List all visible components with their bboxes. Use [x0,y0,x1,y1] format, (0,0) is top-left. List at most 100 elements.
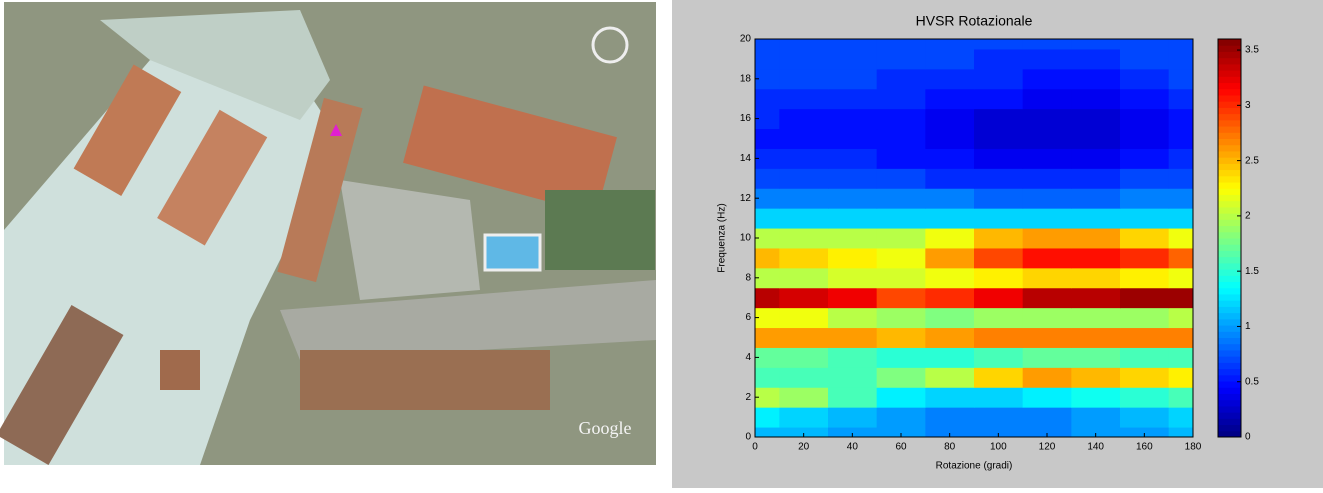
heatmap-cell [779,268,828,288]
colorbar-swatch [1218,201,1241,208]
heatmap-cell [1071,248,1120,268]
heatmap-cell [828,188,877,208]
heatmap-cell [1120,367,1169,387]
heatmap-cell [877,129,926,149]
satellite-map: Google [0,2,656,465]
heatmap-cell [974,288,1023,308]
colorbar-swatch [1218,431,1241,438]
heatmap-cell [1071,308,1120,328]
heatmap-cell [828,347,877,367]
heatmap-cell [1023,308,1072,328]
colorbar-swatch [1218,132,1241,139]
colorbar-swatch [1218,288,1241,295]
heatmap-cell [877,387,926,407]
heatmap-cell [877,89,926,109]
x-tick-label: 60 [895,442,907,453]
y-tick-label: 2 [745,392,751,403]
colorbar-swatch [1218,244,1241,251]
heatmap-cell [779,347,828,367]
heatmap-cell [1071,148,1120,168]
heatmap-cell [877,69,926,89]
heatmap-cell [974,89,1023,109]
heatmap-cell [1071,208,1120,228]
heatmap-cell [1023,387,1072,407]
colorbar-swatch [1218,107,1241,114]
heatmap-cell [877,109,926,129]
heatmap-cell [779,228,828,248]
heatmap-cell [974,69,1023,89]
colorbar-swatch [1218,400,1241,407]
colorbar-swatch [1218,306,1241,313]
heatmap-cell [779,188,828,208]
heatmap-cell [1023,148,1072,168]
colorbar-swatch [1218,269,1241,276]
heatmap-cell [779,129,828,149]
colorbar-swatch [1218,331,1241,338]
heatmap-cell [828,288,877,308]
heatmap-cell [1023,49,1072,69]
heatmap-cell [877,188,926,208]
heatmap-cell [779,328,828,348]
y-tick-label: 16 [740,113,752,124]
colorbar-swatch [1218,412,1241,419]
heatmap-cell [925,248,974,268]
x-tick-label: 0 [752,442,758,453]
heatmap-cell [779,308,828,328]
heatmap-cell [877,208,926,228]
heatmap-cell [974,49,1023,69]
heatmap-cell [974,268,1023,288]
y-tick-label: 20 [740,34,752,45]
heatmap-cell [1023,288,1072,308]
heatmap-cell [1023,268,1072,288]
heatmap-cell [828,308,877,328]
heatmap-cell [925,387,974,407]
heatmap-cell [1120,129,1169,149]
heatmap-cell [828,89,877,109]
heatmap-cell [828,268,877,288]
heatmap-cell [828,328,877,348]
heatmap-cell [1023,129,1072,149]
heatmap [725,19,1224,458]
y-tick-label: 18 [740,73,752,84]
heatmap-cell [828,49,877,69]
heatmap-cell [1023,328,1072,348]
colorbar-swatch [1218,145,1241,152]
heatmap-cell [925,49,974,69]
heatmap-cell [779,407,828,427]
heatmap-cell [1120,268,1169,288]
x-tick-label: 80 [944,442,956,453]
heatmap-cell [1120,387,1169,407]
colorbar-swatch [1218,213,1241,220]
heatmap-cell [925,268,974,288]
y-tick-label: 4 [745,352,751,363]
heatmap-cell [1023,208,1072,228]
y-tick-label: 0 [745,432,751,443]
x-tick-label: 180 [1185,442,1202,453]
colorbar-swatch [1218,207,1241,214]
heatmap-cell [1120,248,1169,268]
heatmap-cell [974,347,1023,367]
colorbar-swatch [1218,76,1241,83]
heatmap-cell [925,308,974,328]
heatmap-cell [877,49,926,69]
heatmap-cell [974,188,1023,208]
colorbar-swatch [1218,83,1241,90]
heatmap-cell [925,188,974,208]
heatmap-cell [1120,109,1169,129]
colorbar-swatch [1218,232,1241,239]
heatmap-cell [1071,407,1120,427]
heatmap-cell [1023,407,1072,427]
colorbar-swatch [1218,176,1241,183]
colorbar-swatch [1218,101,1241,108]
heatmap-cell [1120,407,1169,427]
x-tick-label: 140 [1087,442,1104,453]
heatmap-cell [877,168,926,188]
heatmap-cell [974,148,1023,168]
colorbar-swatch [1218,425,1241,432]
heatmap-cell [1023,347,1072,367]
colorbar-swatch [1218,219,1241,226]
colorbar-swatch [1218,344,1241,351]
heatmap-cell [877,407,926,427]
heatmap-cell [925,208,974,228]
colorbar-swatch [1218,257,1241,264]
